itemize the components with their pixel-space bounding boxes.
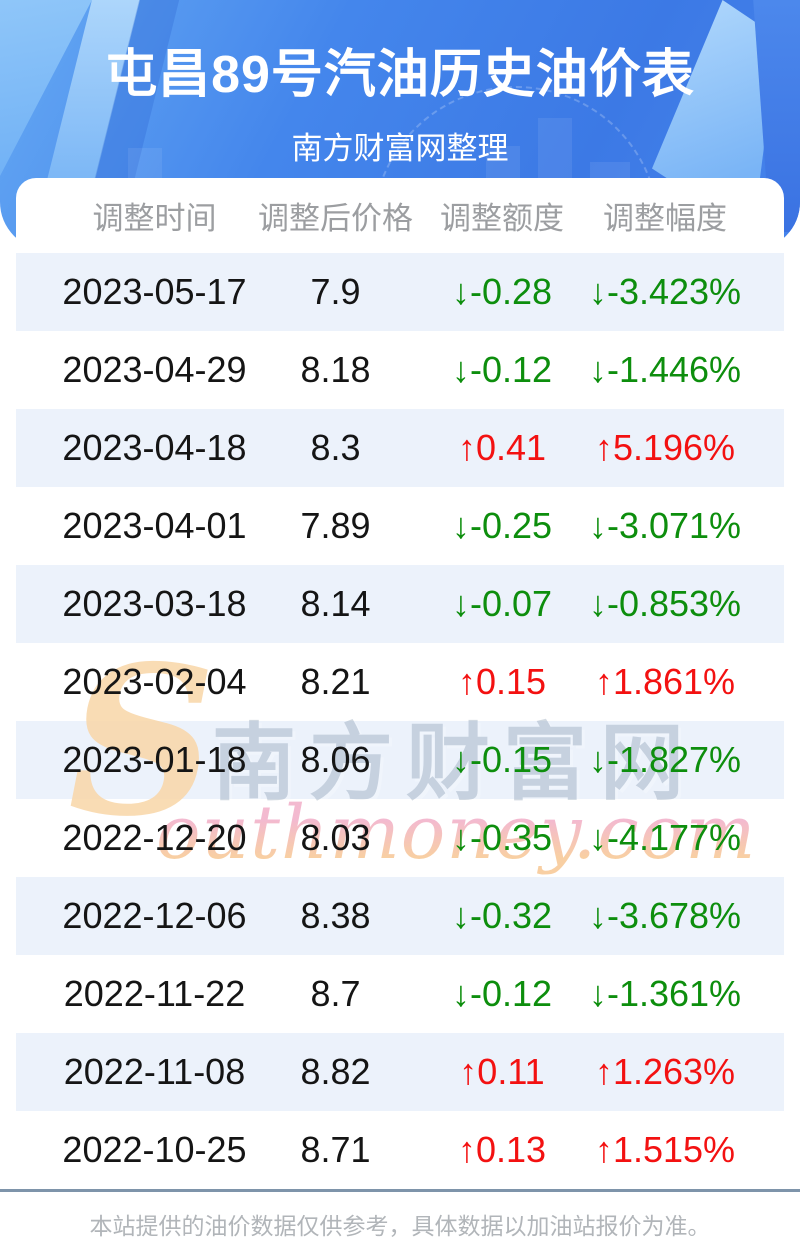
cell-date: 2022-11-08 (63, 1051, 246, 1092)
cell-price: 8.71 (300, 1129, 371, 1170)
cell-date: 2023-02-04 (62, 661, 247, 702)
table-row: 2023-04-18 8.3 ↑0.41 ↑5.196% (16, 409, 784, 487)
cell-change: ↑0.11 (459, 1051, 545, 1092)
price-table-card: S 南方财富网 outhmoney.com 调整时间 调整后价格 调整额度 调整… (16, 178, 784, 1189)
column-header-change: 调整额度 (440, 201, 564, 236)
page-subtitle: 南方财富网整理 (291, 131, 509, 166)
table-row: 2023-04-01 7.89 ↓-0.25 ↓-3.071% (16, 487, 784, 565)
cell-price: 8.21 (300, 661, 371, 702)
cell-percent: ↑1.263% (594, 1051, 736, 1092)
table-row: 2022-12-06 8.38 ↓-0.32 ↓-3.678% (16, 877, 784, 955)
cell-percent: ↑1.515% (594, 1129, 736, 1170)
cell-price: 8.3 (310, 427, 361, 468)
cell-percent: ↓-3.678% (588, 895, 742, 936)
cell-date: 2022-10-25 (62, 1129, 247, 1170)
cell-change: ↓-0.07 (451, 583, 553, 624)
cell-percent: ↓-1.446% (588, 349, 742, 390)
cell-price: 8.14 (300, 583, 371, 624)
cell-price: 8.38 (300, 895, 371, 936)
cell-change: ↓-0.12 (451, 349, 553, 390)
cell-percent: ↓-1.827% (588, 739, 742, 780)
cell-change: ↓-0.35 (451, 817, 553, 858)
table-row: 2022-10-25 8.71 ↑0.13 ↑1.515% (16, 1111, 784, 1189)
cell-change: ↑0.41 (457, 427, 547, 468)
cell-price: 8.7 (310, 973, 361, 1014)
cell-date: 2022-11-22 (63, 973, 246, 1014)
cell-percent: ↓-4.177% (588, 817, 742, 858)
cell-percent: ↑1.861% (594, 661, 736, 702)
cell-percent: ↓-1.361% (588, 973, 742, 1014)
cell-price: 8.03 (300, 817, 371, 858)
page-title: 屯昌89号汽油历史油价表 (105, 46, 695, 104)
cell-percent: ↓-3.071% (588, 505, 742, 546)
cell-date: 2023-04-18 (62, 427, 247, 468)
table-row: 2022-11-08 8.82 ↑0.11 ↑1.263% (16, 1033, 784, 1111)
column-header-price: 调整后价格 (258, 201, 413, 236)
cell-percent: ↑5.196% (594, 427, 736, 468)
table-row: 2022-12-20 8.03 ↓-0.35 ↓-4.177% (16, 799, 784, 877)
cell-change: ↓-0.25 (451, 505, 553, 546)
cell-price: 8.06 (300, 739, 371, 780)
cell-price: 7.89 (300, 505, 371, 546)
cell-date: 2022-12-20 (62, 817, 247, 858)
cell-date: 2023-05-17 (62, 271, 247, 312)
cell-price: 7.9 (310, 271, 361, 312)
disclaimer-text: 本站提供的油价数据仅供参考，具体数据以加油站报价为准。 (89, 1213, 711, 1239)
cell-percent: ↓-0.853% (588, 583, 742, 624)
table-row: 2023-05-17 7.9 ↓-0.28 ↓-3.423% (16, 253, 784, 331)
cell-change: ↓-0.32 (451, 895, 553, 936)
cell-change: ↓-0.28 (451, 271, 553, 312)
table-row: 2023-03-18 8.14 ↓-0.07 ↓-0.853% (16, 565, 784, 643)
cell-date: 2023-04-29 (62, 349, 247, 390)
footer: 本站提供的油价数据仅供参考，具体数据以加油站报价为准。 (0, 1189, 800, 1241)
cell-change: ↑0.13 (457, 1129, 547, 1170)
cell-change: ↓-0.12 (451, 973, 553, 1014)
cell-date: 2022-12-06 (62, 895, 247, 936)
cell-price: 8.82 (300, 1051, 371, 1092)
table-row: 2023-04-29 8.18 ↓-0.12 ↓-1.446% (16, 331, 784, 409)
cell-date: 2023-01-18 (62, 739, 247, 780)
table-row: 2023-01-18 8.06 ↓-0.15 ↓-1.827% (16, 721, 784, 799)
table-body: 2023-05-17 7.9 ↓-0.28 ↓-3.423% 2023-04-29 8.1… (16, 253, 784, 1189)
column-header-percent: 调整幅度 (603, 201, 727, 236)
column-header-date: 调整时间 (92, 201, 217, 236)
cell-change: ↓-0.15 (451, 739, 553, 780)
table-row: 2022-11-22 8.7 ↓-0.12 ↓-1.361% (16, 955, 784, 1033)
table-row: 2023-02-04 8.21 ↑0.15 ↑1.861% (16, 643, 784, 721)
cell-date: 2023-03-18 (62, 583, 247, 624)
table-header-row: 调整时间 调整后价格 调整额度 调整幅度 (16, 178, 784, 253)
cell-change: ↑0.15 (457, 661, 547, 702)
cell-percent: ↓-3.423% (588, 271, 742, 312)
cell-date: 2023-04-01 (62, 505, 247, 546)
cell-price: 8.18 (300, 349, 371, 390)
